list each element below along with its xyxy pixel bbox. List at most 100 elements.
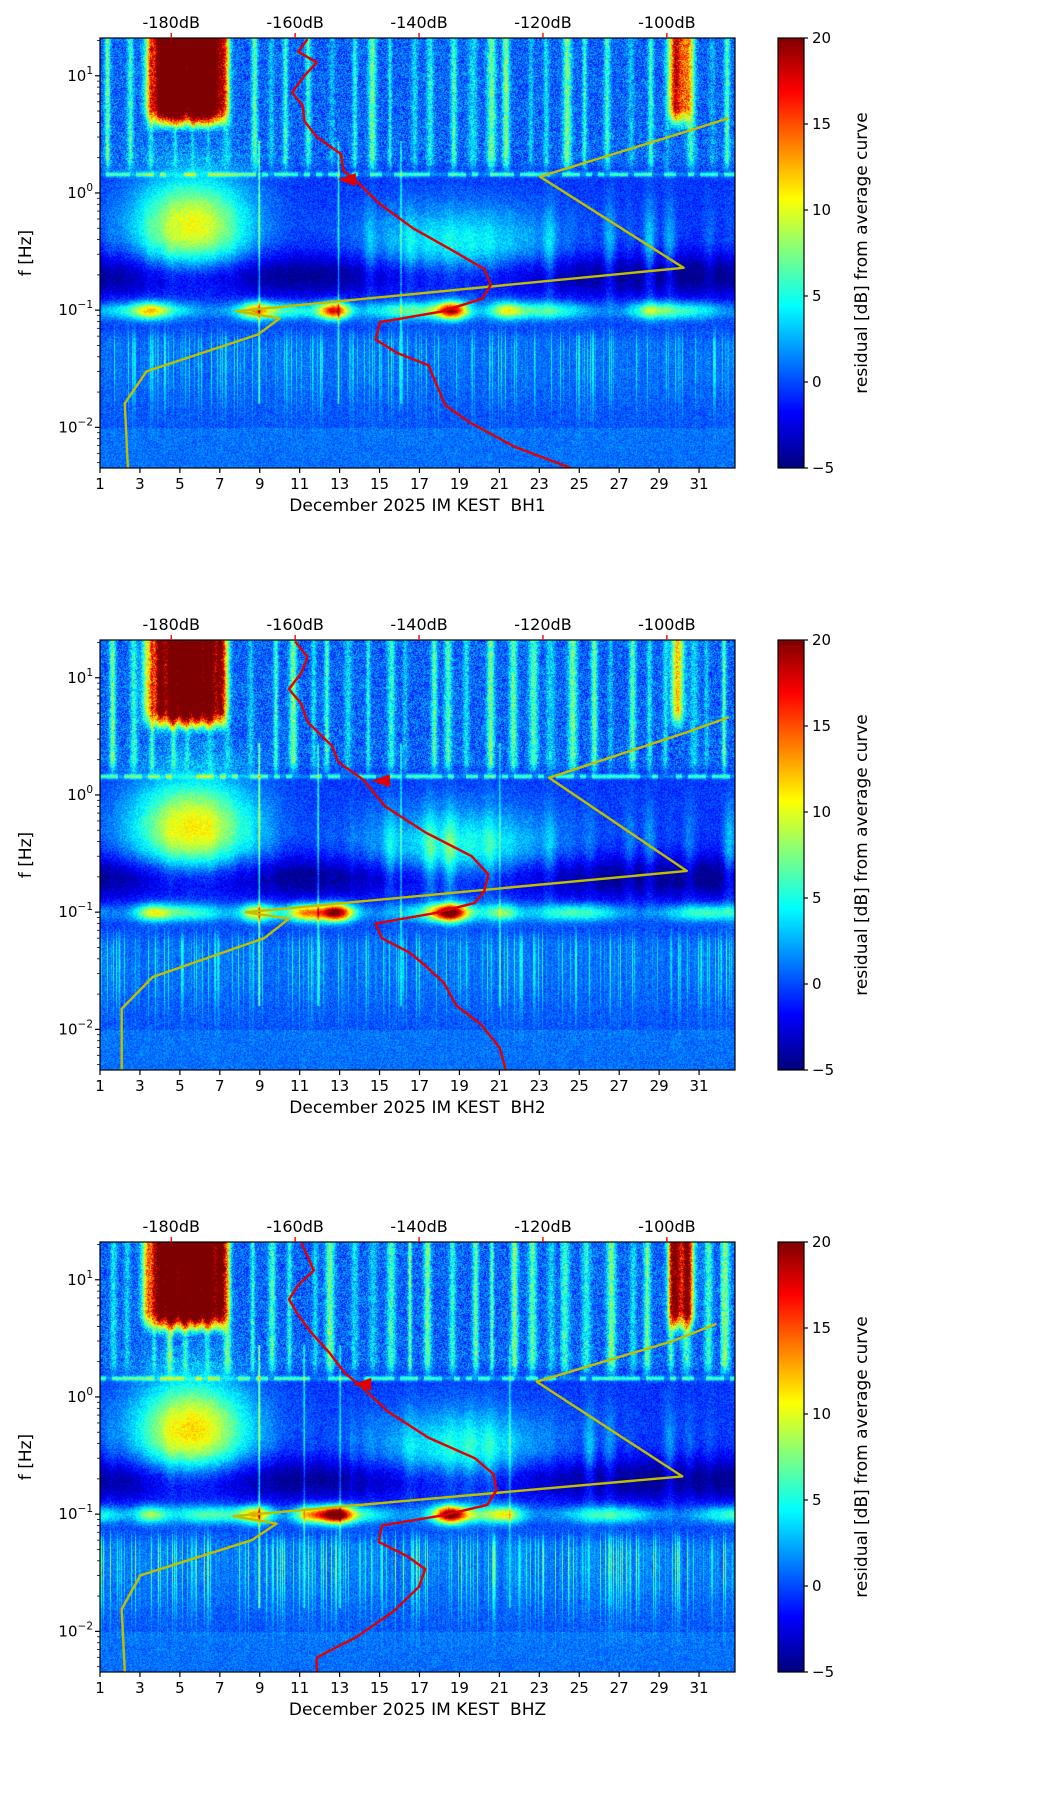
x-tick-label: 11 [290,1077,309,1095]
x-tick-label: 3 [135,1077,145,1095]
y-axis-label: f [Hz] [16,1433,36,1481]
top-db-tick-label: -160dB [266,1217,323,1236]
y-tick-label: 10−1 [58,299,93,319]
x-tick-label: 15 [370,475,389,493]
colorbar-tick-label: 5 [812,1491,822,1509]
y-tick-label: 100 [67,182,93,202]
spectrogram-panel-bhz: 1 3 5 7 9 11 13 15 17 19 21 23 25 27 29 31 101 100 10−1 10−… [0,1204,1052,1806]
x-tick-label: 27 [610,1679,629,1697]
colorbar-tick-label: 10 [812,201,831,219]
x-tick-label: 9 [255,1679,265,1697]
top-db-tick-label: -100dB [638,13,695,32]
x-axis-label: December 2025 IM KEST BH2 [289,1098,546,1118]
spectrogram-panel-bh1: 1 3 5 7 9 11 13 15 17 19 21 23 25 27 29 31 101 100 10−1 10−… [0,0,1052,602]
top-db-tick-label: -120dB [514,1217,571,1236]
x-tick-label: 5 [175,475,185,493]
x-tick-label: 27 [610,475,629,493]
y-tick-label: 100 [67,784,93,804]
colorbar-label: residual [dB] from average curve [852,1316,872,1598]
y-tick-label: 100 [67,1386,93,1406]
top-db-tick-label: -140dB [390,615,447,634]
x-tick-label: 9 [255,1077,265,1095]
x-tick-label: 19 [450,1679,469,1697]
colorbar-tick-label: 5 [812,287,822,305]
spectrogram-canvas [100,38,735,468]
x-tick-label: 15 [370,1077,389,1095]
top-db-tick-label: -180dB [143,13,200,32]
x-tick-label: 15 [370,1679,389,1697]
x-tick-label: 21 [490,1679,509,1697]
x-tick-label: 31 [690,475,709,493]
y-tick-label: 10−2 [58,416,93,436]
colorbar-gradient [778,1242,804,1672]
colorbar-gradient [778,38,804,468]
y-axis-label: f [Hz] [16,831,36,879]
colorbar-tick-label: 15 [812,717,831,735]
x-tick-label: 1 [95,1077,105,1095]
top-db-tick-label: -180dB [143,615,200,634]
spectrogram-panel-bh2: 1 3 5 7 9 11 13 15 17 19 21 23 25 27 29 31 101 100 10−1 10−… [0,602,1052,1204]
colorbar-tick-label: −5 [812,459,834,477]
x-tick-label: 29 [650,475,669,493]
x-tick-label: 23 [530,1679,549,1697]
top-db-tick-label: -160dB [266,13,323,32]
x-tick-label: 9 [255,475,265,493]
y-tick-label: 10−2 [58,1018,93,1038]
x-tick-label: 13 [330,1077,349,1095]
x-tick-label: 5 [175,1077,185,1095]
x-tick-label: 3 [135,475,145,493]
x-tick-label: 25 [570,475,589,493]
x-tick-label: 3 [135,1679,145,1697]
colorbar-tick-label: 15 [812,115,831,133]
x-tick-label: 21 [490,475,509,493]
x-tick-label: 19 [450,1077,469,1095]
colorbar-tick-label: 15 [812,1319,831,1337]
x-tick-label: 1 [95,1679,105,1697]
top-db-tick-label: -160dB [266,615,323,634]
x-tick-label: 29 [650,1679,669,1697]
colorbar-tick-label: −5 [812,1061,834,1079]
colorbar-tick-label: 20 [812,631,831,649]
x-tick-label: 11 [290,475,309,493]
colorbar-tick-label: 10 [812,803,831,821]
x-tick-label: 17 [410,1077,429,1095]
x-axis-label: December 2025 IM KEST BH1 [289,496,546,516]
top-db-tick-label: -100dB [638,615,695,634]
x-tick-label: 7 [215,475,225,493]
top-db-tick-label: -140dB [390,13,447,32]
colorbar-tick-label: −5 [812,1663,834,1681]
spectrogram-canvas [100,1242,735,1672]
x-tick-label: 19 [450,475,469,493]
top-db-tick-label: -180dB [143,1217,200,1236]
top-db-tick-label: -100dB [638,1217,695,1236]
colorbar-gradient [778,640,804,1070]
x-tick-label: 23 [530,475,549,493]
x-tick-label: 31 [690,1679,709,1697]
x-tick-label: 11 [290,1679,309,1697]
colorbar-label: residual [dB] from average curve [852,714,872,996]
x-tick-label: 23 [530,1077,549,1095]
x-tick-label: 17 [410,1679,429,1697]
spectrogram-canvas [100,640,735,1070]
colorbar-tick-label: 0 [812,373,822,391]
colorbar-tick-label: 10 [812,1405,831,1423]
top-db-tick-label: -120dB [514,13,571,32]
colorbar-tick-label: 20 [812,29,831,47]
y-tick-label: 10−1 [58,901,93,921]
top-db-tick-label: -140dB [390,1217,447,1236]
top-db-tick-label: -120dB [514,615,571,634]
x-tick-label: 25 [570,1077,589,1095]
x-tick-label: 13 [330,475,349,493]
x-tick-label: 29 [650,1077,669,1095]
y-tick-label: 10−1 [58,1503,93,1523]
x-tick-label: 17 [410,475,429,493]
x-tick-label: 25 [570,1679,589,1697]
x-tick-label: 31 [690,1077,709,1095]
x-tick-label: 21 [490,1077,509,1095]
x-tick-label: 13 [330,1679,349,1697]
y-tick-label: 10−2 [58,1620,93,1640]
y-tick-label: 101 [67,1269,93,1289]
y-tick-label: 101 [67,65,93,85]
colorbar-tick-label: 0 [812,1577,822,1595]
